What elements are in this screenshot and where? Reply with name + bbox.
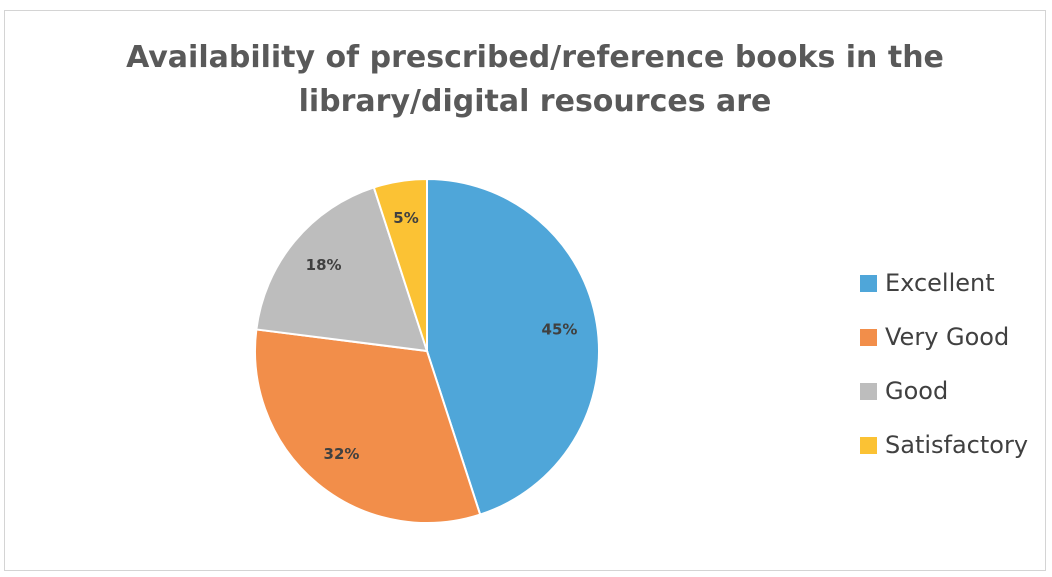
legend-item-excellent: Excellent [860, 256, 1028, 310]
pie-slice-excellent [426, 177, 601, 516]
pie-label-good: 18% [306, 256, 342, 274]
legend-item-good: Good [860, 364, 1028, 418]
chart-title: Availability of prescribed/reference boo… [0, 36, 1052, 124]
legend-swatch-very-good [860, 328, 877, 346]
legend-swatch-satisfactory [860, 436, 877, 454]
chart-title-line-1: Availability of prescribed/reference boo… [126, 40, 944, 75]
chart-legend: Excellent Very Good Good Satisfactory [860, 256, 1028, 472]
legend-label-satisfactory: Satisfactory [885, 431, 1029, 459]
pie-label-very-good: 32% [324, 445, 360, 463]
legend-label-good: Good [885, 377, 949, 405]
legend-item-satisfactory: Satisfactory [860, 418, 1028, 472]
chart-title-line-2: library/digital resources are [298, 84, 772, 119]
pie-slice-satisfactory [372, 177, 428, 352]
legend-label-very-good: Very Good [885, 323, 1010, 351]
legend-swatch-good [860, 382, 877, 400]
pie-label-excellent: 45% [542, 321, 578, 339]
pie-slice-very-good [254, 328, 482, 524]
legend-label-excellent: Excellent [885, 269, 995, 297]
pie-label-satisfactory: 5% [393, 209, 418, 227]
legend-item-very-good: Very Good [860, 310, 1028, 364]
legend-swatch-excellent [860, 274, 877, 292]
pie-slice-good [255, 186, 429, 353]
